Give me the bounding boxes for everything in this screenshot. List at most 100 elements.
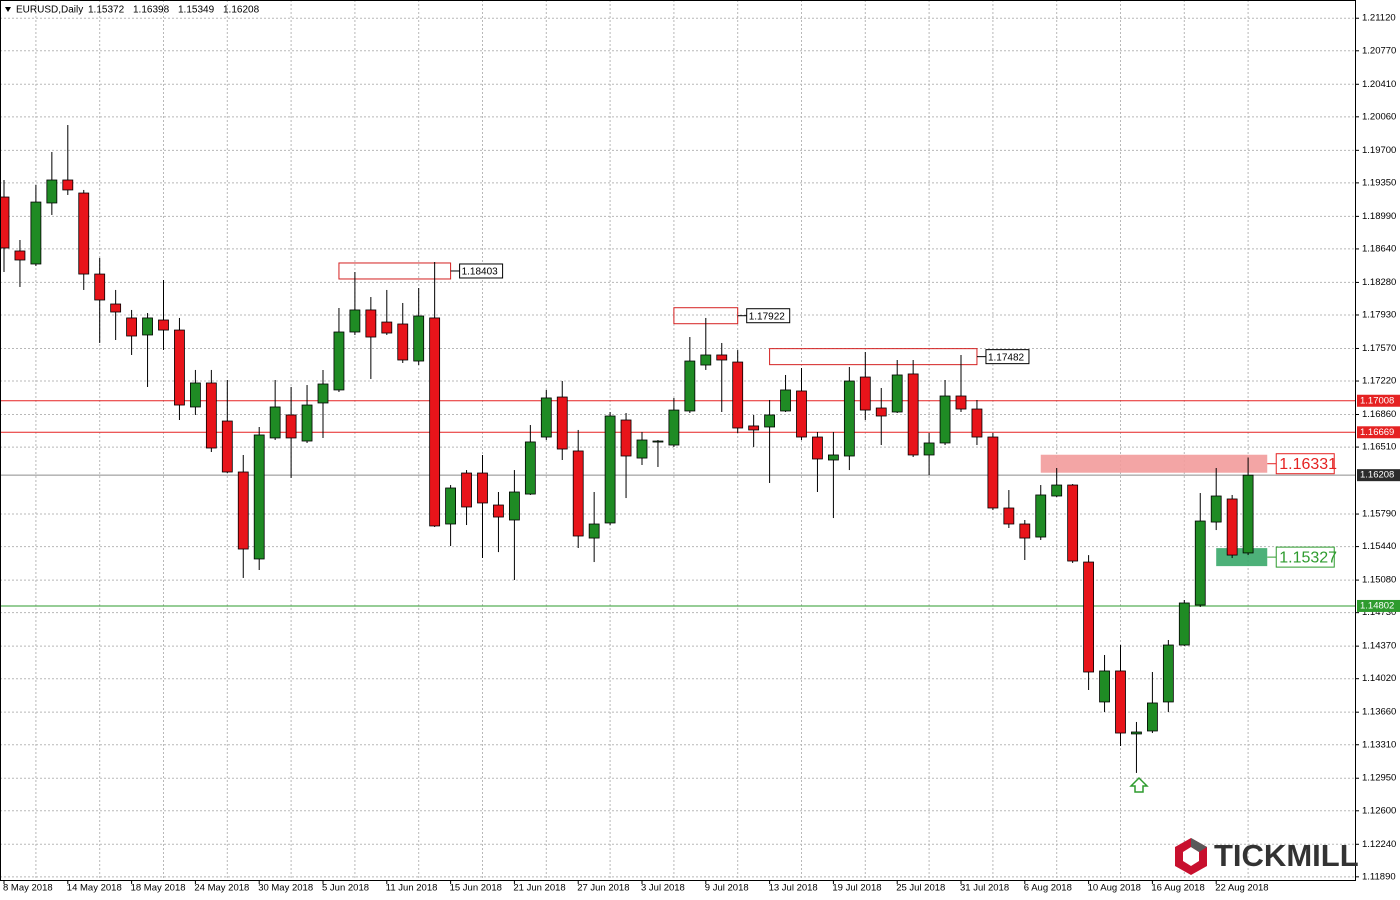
chart-title: EURUSD,Daily	[16, 5, 83, 16]
x-tick-label: 11 Jun 2018	[386, 883, 438, 894]
plot-frame	[0, 0, 1356, 881]
y-tick-label: 1.19700	[1362, 145, 1396, 156]
y-tick-label: 1.13310	[1362, 739, 1396, 750]
candle-body	[891, 374, 903, 413]
y-tick-label: 1.18640	[1362, 243, 1396, 254]
candle-body	[1019, 523, 1031, 539]
y-tick-label: 1.19350	[1362, 177, 1396, 188]
candle-body	[604, 415, 616, 524]
candle-body	[748, 425, 760, 431]
x-tick-label: 30 May 2018	[258, 883, 313, 894]
x-tick-label: 13 Jul 2018	[769, 883, 818, 894]
zone-label-box	[459, 263, 504, 279]
arrow-icon	[1129, 776, 1149, 793]
candle-body	[700, 354, 712, 366]
candle-body	[221, 420, 233, 473]
x-tick-label: 27 Jun 2018	[577, 883, 629, 894]
candle-body	[269, 406, 281, 439]
candle-body	[413, 315, 425, 362]
candle-body	[62, 179, 74, 191]
candle-body	[0, 196, 10, 249]
candle-body	[493, 504, 504, 518]
y-tick-label: 1.15790	[1362, 509, 1396, 520]
x-tick-label: 10 Aug 2018	[1088, 883, 1141, 894]
x-tick-label: 9 Jul 2018	[705, 883, 749, 894]
price-label-box	[1357, 469, 1400, 482]
candle-body	[1035, 494, 1047, 538]
zone	[1216, 548, 1268, 567]
plot-layer: 1.18403 1.17922 1.17482 1.16331 1.15327	[0, 0, 1355, 880]
y-tick-label: 1.12600	[1362, 805, 1396, 816]
y-tick-label: 1.17220	[1362, 376, 1396, 387]
candle-body	[508, 491, 520, 521]
level-label: 1.14802	[1360, 600, 1394, 611]
candle-body	[1003, 507, 1015, 525]
x-tick-label: 21 Jun 2018	[513, 883, 565, 894]
zone	[769, 348, 978, 366]
y-tick-label: 1.18990	[1362, 211, 1396, 222]
header-high: 1.16398	[133, 5, 170, 16]
candle-body	[142, 317, 153, 336]
x-tick-label: 22 Aug 2018	[1215, 883, 1268, 894]
candle-body	[939, 395, 951, 444]
candle-body	[987, 436, 999, 509]
y-tick-label: 1.14730	[1362, 607, 1396, 618]
y-tick-label: 1.12950	[1362, 773, 1396, 784]
candle-body	[253, 434, 265, 560]
candle-body	[349, 309, 361, 333]
x-tick-label: 19 Jul 2018	[832, 883, 881, 894]
candle-body	[875, 407, 887, 417]
zone-label-box	[1275, 546, 1335, 568]
header-low: 1.15349	[178, 5, 215, 16]
zone-label: 1.17482	[988, 352, 1025, 363]
y-tick-label: 1.21120	[1362, 13, 1396, 24]
y-tick-label: 1.15440	[1362, 541, 1396, 552]
candle-body	[237, 471, 249, 550]
x-tick-label: 31 Jul 2018	[960, 883, 1009, 894]
y-tick-label: 1.16860	[1362, 409, 1396, 420]
level-label: 1.16669	[1360, 427, 1394, 438]
candle-body	[524, 441, 536, 495]
candle-body	[461, 472, 472, 508]
y-tick-label: 1.14020	[1362, 673, 1396, 684]
candle-body	[285, 414, 297, 439]
candle-body	[1083, 561, 1094, 673]
level-label-box	[1357, 426, 1400, 439]
candle-body	[540, 397, 552, 438]
candle-body	[923, 442, 935, 456]
candle-body	[572, 450, 584, 537]
candle-body	[859, 376, 871, 411]
logo-hex-inner	[1183, 847, 1199, 866]
logo: TICKMILL	[1175, 838, 1359, 875]
zone-label-box	[985, 349, 1030, 365]
x-tick-label: 6 Aug 2018	[1024, 883, 1072, 894]
x-tick-label: 8 May 2018	[3, 883, 53, 894]
x-tick-label: 16 Aug 2018	[1151, 883, 1204, 894]
level-label: 1.17008	[1360, 395, 1394, 406]
candle-body	[780, 389, 791, 412]
price-label: 1.16208	[1360, 470, 1394, 481]
candle-body	[14, 250, 26, 261]
candle-body	[301, 404, 313, 442]
candle-body	[1115, 670, 1126, 734]
candle-body	[1178, 602, 1190, 646]
candle-body	[477, 472, 488, 504]
zone-label-box	[1275, 453, 1335, 475]
level-label-box	[1357, 599, 1400, 612]
candle-body	[445, 487, 457, 525]
candle-body	[46, 179, 58, 204]
y-tick-label: 1.18280	[1362, 277, 1396, 288]
candle-body	[381, 321, 393, 334]
x-tick-label: 15 Jun 2018	[450, 883, 502, 894]
candle-body	[1194, 520, 1206, 606]
candle-body	[684, 360, 696, 412]
candle-body	[1067, 484, 1079, 562]
zone-label: 1.17922	[749, 311, 786, 322]
candle-body	[158, 319, 169, 331]
candle-body	[1242, 474, 1254, 554]
y-tick-label: 1.12240	[1362, 839, 1396, 850]
candle-body	[174, 329, 185, 406]
candle-body	[1210, 495, 1222, 523]
x-tick-label: 18 May 2018	[131, 883, 186, 894]
